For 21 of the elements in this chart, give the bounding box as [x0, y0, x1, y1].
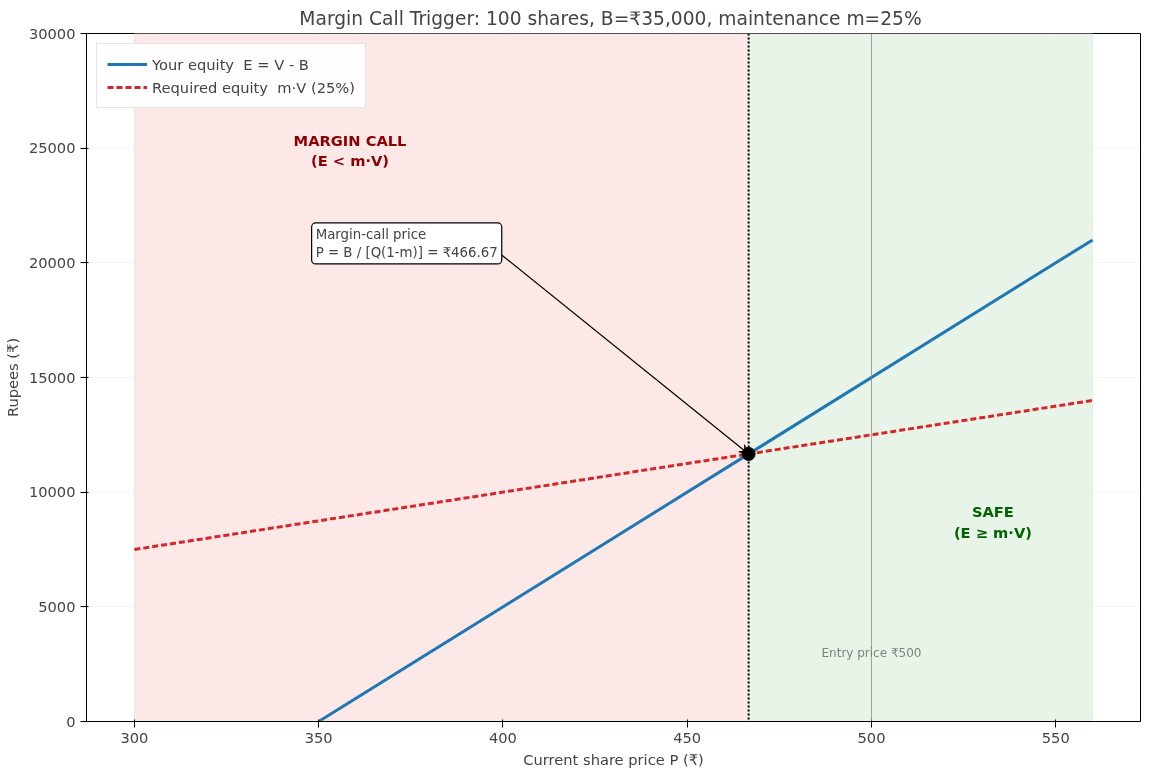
annotation: SAFE (E ≥ m·V)	[953, 503, 1032, 541]
y-tick-label: 20000	[28, 253, 76, 271]
legend-label: Required equity m·V (25%)	[152, 78, 355, 96]
x-tick-label: 300	[120, 728, 149, 746]
y-tick-label: 10000	[28, 483, 76, 501]
chart-title: Margin Call Trigger: 100 shares, B=₹35,000, maintenance m=25%	[299, 7, 922, 29]
x-tick-label: 450	[673, 728, 702, 746]
y-tick-label: 5000	[38, 597, 76, 615]
annotation: MARGIN CALL (E < m·V)	[293, 131, 407, 170]
y-tick-label: 30000	[28, 24, 76, 42]
legend-label: Your equity E = V - B	[152, 55, 309, 73]
x-tick-label: 400	[488, 728, 517, 746]
y-tick-label: 25000	[28, 139, 76, 157]
y-tick-label: 15000	[28, 368, 76, 386]
y-tick-label: 0	[66, 712, 76, 730]
annotation: Margin-call price P = B / [Q(1-m)] = ₹466.67	[315, 226, 498, 260]
x-axis-title: Current share price P (₹)	[523, 750, 704, 768]
y-axis-title: Rupees (₹)	[3, 337, 21, 418]
x-tick-label: 550	[1041, 728, 1070, 746]
x-tick-label: 350	[304, 728, 333, 746]
x-tick-label: 500	[857, 728, 886, 746]
